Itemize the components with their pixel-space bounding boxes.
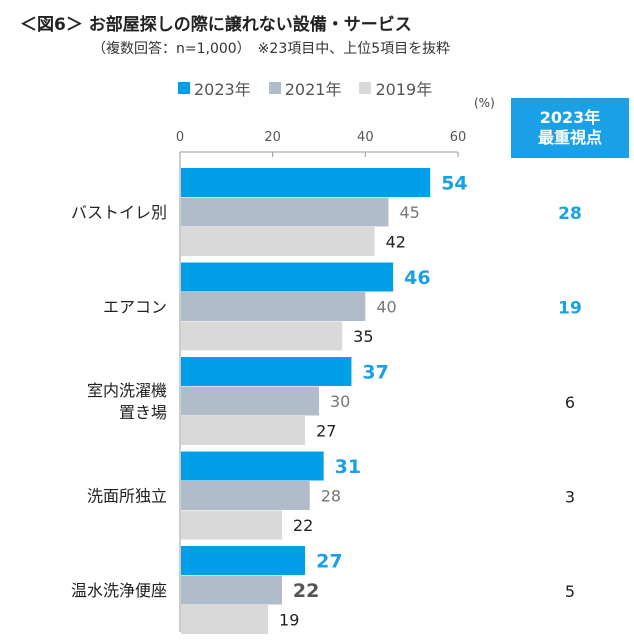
x-axis-tick-label: 60	[450, 130, 467, 145]
bar-2019年-3	[181, 510, 282, 540]
bar-2019年-2	[181, 416, 306, 445]
data-label: 30	[330, 392, 350, 411]
chart-title: ＜図6＞ お部屋探しの際に譲れない設備・サービス	[20, 15, 412, 35]
legend-item-2019: 2019年	[359, 76, 432, 100]
bar-2023年-4	[181, 546, 306, 575]
bar-2021年-0	[181, 197, 389, 227]
legend-swatch-2023	[178, 82, 190, 94]
bar-2021年-2	[181, 386, 319, 416]
bar-2019年-1	[181, 321, 343, 351]
data-label: 28	[321, 487, 341, 506]
data-label: 22	[293, 516, 313, 535]
data-label: 37	[362, 362, 388, 384]
bar-2023年-0	[181, 168, 431, 197]
legend-label-2019: 2019年	[375, 80, 433, 99]
top-priority-value: 28	[558, 204, 582, 224]
data-label: 27	[316, 551, 342, 573]
data-label: 35	[353, 327, 373, 346]
category-label: 洗面所独立	[87, 487, 167, 506]
bar-2019年-0	[181, 227, 375, 256]
bar-2023年-1	[181, 262, 394, 292]
legend-label-2021: 2021年	[284, 80, 342, 99]
unit-label: (%)	[474, 96, 495, 110]
x-axis-tick-label: 20	[264, 130, 281, 145]
legend-item-2023: 2023年	[178, 76, 251, 100]
data-label: 46	[404, 267, 430, 289]
bar-2023年-2	[181, 357, 352, 386]
data-label: 54	[441, 173, 467, 195]
bar-2021年-4	[181, 575, 282, 605]
top-priority-header-label: 最重視点	[537, 128, 602, 147]
data-label: 40	[376, 298, 396, 317]
category-label: 置き場	[119, 403, 167, 422]
data-label: 42	[386, 233, 406, 252]
category-label: 温水洗浄便座	[71, 581, 167, 600]
category-label: 室内洗濯機	[87, 381, 167, 400]
bar-2021年-3	[181, 481, 310, 510]
top-priority-header-year: 2023年	[539, 108, 601, 127]
data-label: 19	[279, 611, 299, 630]
top-priority-value: 19	[558, 299, 582, 319]
legend: 2023年 2021年 2019年	[178, 76, 450, 100]
bar-2023年-3	[181, 451, 324, 481]
legend-swatch-2021	[268, 82, 281, 94]
top-priority-header: 2023年 最重視点	[511, 98, 629, 158]
data-label: 27	[316, 422, 336, 441]
top-priority-value: 3	[565, 488, 575, 507]
legend-item-2021: 2021年	[268, 76, 342, 100]
x-axis-tick-label: 0	[176, 130, 184, 145]
top-priority-value: 6	[565, 393, 575, 412]
data-label: 31	[335, 456, 361, 478]
data-label: 22	[293, 580, 319, 602]
category-label: エアコン	[103, 298, 167, 317]
top-priority-value: 5	[565, 582, 575, 601]
legend-swatch-2019	[359, 82, 372, 94]
data-label: 45	[400, 203, 420, 222]
x-axis-tick-label: 40	[357, 130, 374, 145]
chart-subtitle: （複数回答：n=1,000） ※23項目中、上位5項目を抜粋	[92, 41, 451, 57]
legend-label-2023: 2023年	[194, 80, 251, 99]
bar-2021年-1	[181, 292, 366, 321]
bar-2019年-4	[181, 605, 269, 634]
category-label: バストイレ別	[71, 203, 167, 222]
